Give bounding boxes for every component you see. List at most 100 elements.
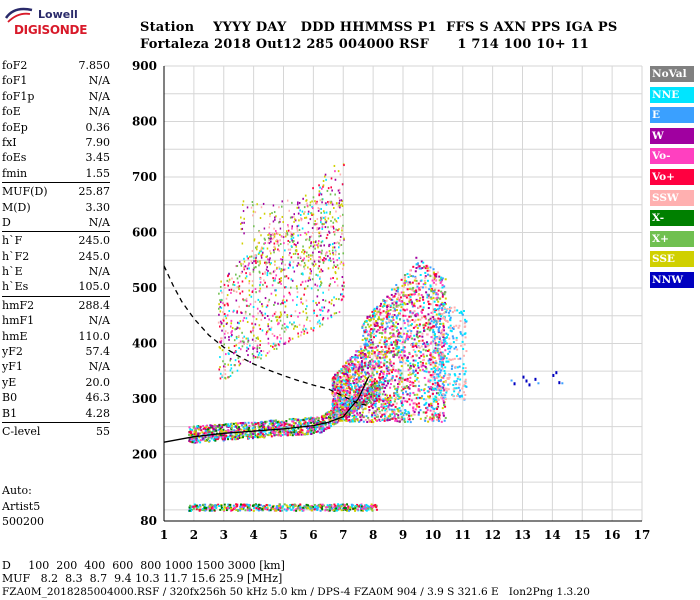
echo-point — [341, 407, 344, 410]
echo-point — [438, 360, 441, 363]
echo-point — [404, 339, 407, 342]
echo-point — [304, 417, 307, 420]
echo-point — [436, 296, 439, 299]
echo-point — [355, 365, 358, 368]
echo-point — [390, 288, 393, 291]
echo-point — [248, 289, 251, 292]
echo-point — [275, 316, 277, 319]
echo-point — [230, 335, 233, 338]
echo-point — [370, 368, 373, 371]
echo-point — [220, 341, 222, 344]
echo-point — [199, 439, 202, 442]
echo-point — [420, 286, 423, 289]
echo-point — [357, 377, 360, 380]
echo-point — [424, 349, 427, 352]
echo-point — [290, 418, 293, 421]
echo-point — [359, 504, 362, 507]
echo-point — [266, 352, 269, 355]
echo-point — [406, 288, 409, 291]
echo-point — [356, 396, 359, 399]
echo-point — [409, 421, 412, 424]
echo-point — [421, 339, 424, 342]
echo-point — [326, 411, 329, 414]
echo-point — [316, 322, 319, 325]
echo-point — [427, 307, 430, 310]
echo-point — [416, 314, 419, 317]
echo-point — [406, 393, 409, 396]
echo-point — [376, 381, 379, 384]
echo-point — [395, 289, 398, 292]
echo-point — [210, 437, 213, 440]
echo-point — [333, 230, 335, 233]
echo-point — [423, 370, 426, 373]
echo-point — [233, 429, 236, 432]
echo-point — [351, 408, 354, 411]
echo-point — [245, 434, 248, 437]
echo-point — [389, 361, 392, 364]
echo-point — [241, 433, 244, 436]
echo-point — [321, 306, 323, 309]
echo-point — [362, 365, 365, 368]
echo-point — [347, 505, 350, 508]
echo-point — [358, 405, 361, 408]
echo-point — [390, 378, 393, 381]
echo-point — [261, 508, 264, 511]
echo-point — [243, 265, 246, 268]
y-tick-label: 700 — [132, 170, 157, 184]
echo-point — [272, 505, 275, 508]
echo-point — [377, 365, 380, 368]
echo-point — [329, 416, 332, 419]
echo-point — [395, 339, 398, 342]
echo-point — [381, 409, 384, 412]
parameter-name: fmin — [2, 166, 28, 180]
echo-point — [354, 405, 357, 408]
echo-point — [429, 275, 432, 278]
echo-point — [390, 408, 393, 411]
parameter-value: 20.0 — [85, 375, 111, 389]
echo-point — [332, 407, 335, 410]
echo-point — [342, 281, 345, 284]
echo-point — [227, 438, 230, 441]
echo-point — [419, 297, 422, 300]
echo-point — [394, 353, 397, 356]
echo-point — [386, 351, 389, 354]
echo-point — [248, 506, 251, 509]
echo-point — [364, 339, 367, 342]
echo-point — [329, 422, 332, 425]
echo-point — [368, 345, 371, 348]
echo-point — [427, 378, 430, 381]
echo-point — [359, 363, 362, 366]
echo-point — [273, 334, 276, 337]
echo-point — [407, 380, 410, 383]
echo-point — [279, 258, 282, 261]
echo-point — [334, 422, 337, 425]
echo-point — [240, 436, 243, 439]
echo-point — [252, 356, 255, 359]
echo-point — [381, 322, 384, 325]
echo-point — [363, 320, 366, 323]
echo-point — [303, 330, 306, 333]
autoscaling-info: Auto: Artist5 500200 — [2, 483, 44, 530]
echo-point — [224, 315, 227, 318]
echo-point — [255, 337, 258, 340]
echo-point — [302, 245, 304, 248]
echo-point — [219, 433, 222, 436]
echo-point — [397, 288, 400, 291]
echo-point — [415, 282, 418, 285]
echo-point — [437, 392, 440, 395]
echo-point — [347, 391, 350, 394]
echo-point — [411, 319, 414, 322]
echo-point — [411, 372, 414, 375]
echo-point — [293, 433, 296, 436]
echo-point — [276, 318, 279, 321]
echo-point — [239, 320, 242, 323]
echo-point — [437, 354, 440, 357]
echo-point — [368, 361, 371, 364]
echo-point — [233, 290, 236, 293]
echo-point — [400, 300, 403, 303]
echo-point — [408, 353, 411, 356]
echo-point — [302, 328, 304, 331]
echo-point — [274, 277, 277, 280]
echo-point — [387, 416, 390, 419]
echo-point — [268, 318, 270, 321]
